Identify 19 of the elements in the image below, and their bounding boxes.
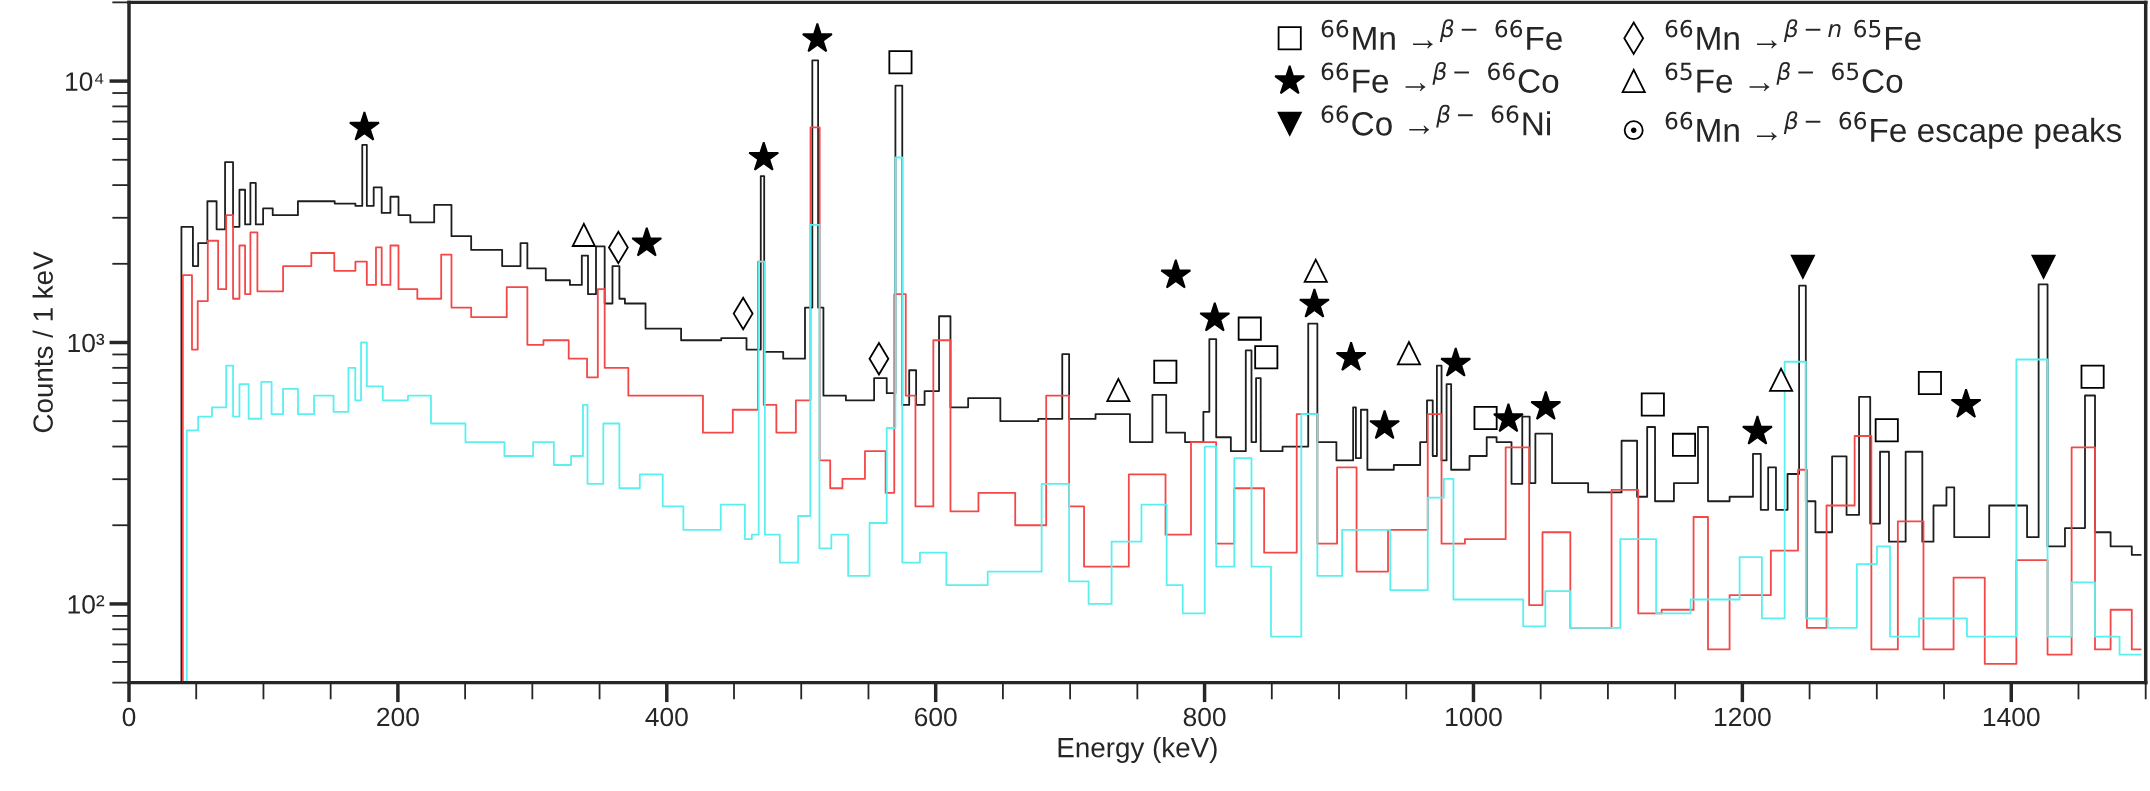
x-tick-label: 1200 xyxy=(1715,707,1771,727)
x-tick-label: 800 xyxy=(1183,707,1226,727)
x-tick-label: 1000 xyxy=(1446,707,1502,727)
y-tick-label: 10³ xyxy=(68,333,105,353)
x-tick-label: 0 xyxy=(122,707,136,727)
x-tick-label: 1400 xyxy=(1983,707,2040,727)
y-tick-label: 10² xyxy=(68,595,105,614)
legend-label: $^{66}$Mn →$^{β− 66}$Fe escape peaks xyxy=(1665,111,2122,149)
legend-label: $^{66}$Mn →$^{β− 66}$Fe xyxy=(1321,19,1562,51)
legend-label: $^{66}$Fe →$^{β− 66}$Co xyxy=(1321,61,1559,93)
x-tick-label: 600 xyxy=(915,707,957,727)
x-axis-title: Energy (keV) xyxy=(1058,737,1217,763)
legend-label: $^{66}$Mn →$^{β−n 65}$Fe xyxy=(1665,19,1921,51)
legend-label: $^{66}$Co →$^{β− 66}$Ni xyxy=(1321,104,1551,136)
x-tick-label: 200 xyxy=(377,707,419,727)
x-tick-label: 400 xyxy=(645,707,688,727)
y-axis-title: Counts / 1 keV xyxy=(32,251,53,433)
y-tick-label: 10⁴ xyxy=(66,72,104,91)
legend-label: $^{65}$Fe →$^{β− 65}$Co xyxy=(1665,61,1903,93)
